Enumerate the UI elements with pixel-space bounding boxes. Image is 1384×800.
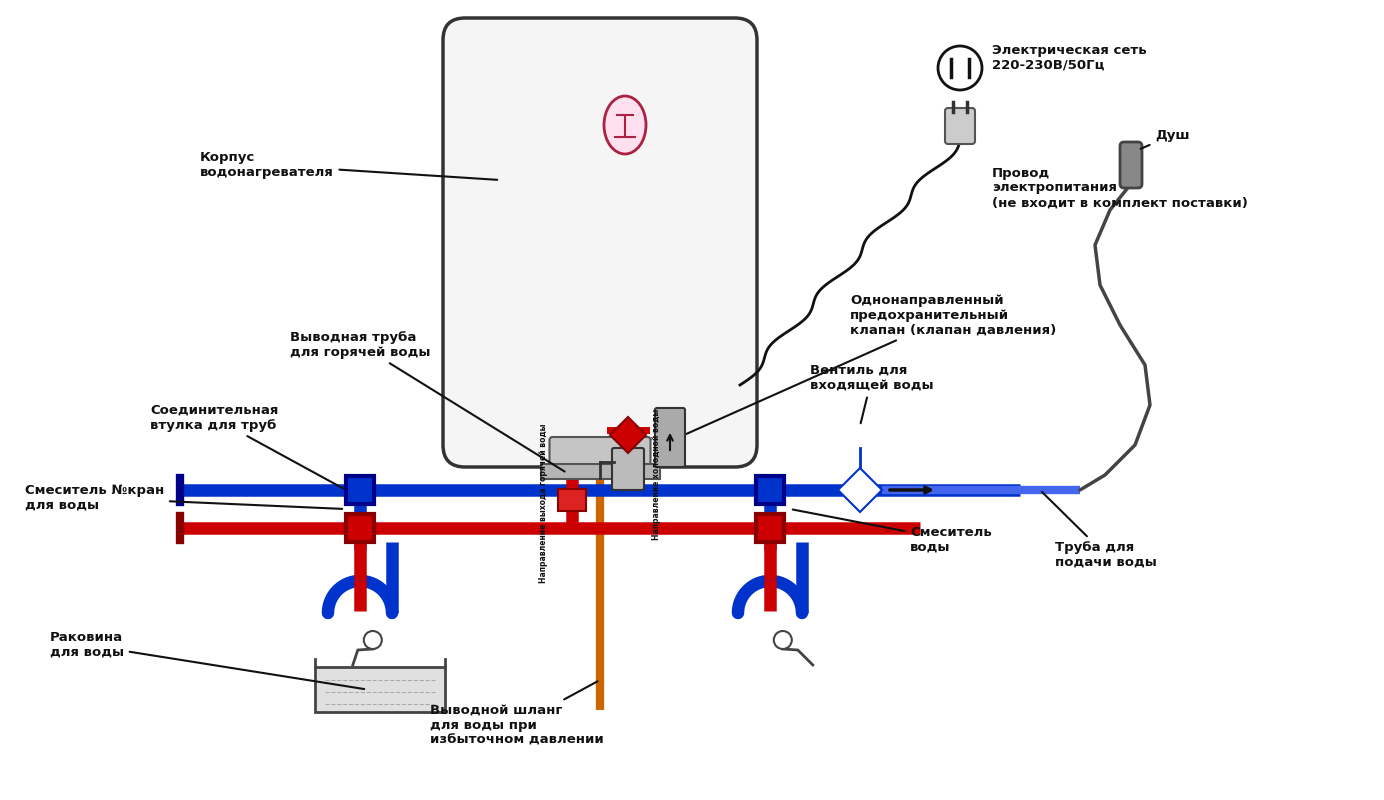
Text: Корпус
водонагревателя: Корпус водонагревателя xyxy=(201,151,497,180)
Bar xyxy=(346,514,374,542)
Text: Смеситель №кран
для воды: Смеситель №кран для воды xyxy=(25,484,342,512)
Bar xyxy=(756,514,783,542)
Bar xyxy=(614,451,642,473)
Polygon shape xyxy=(837,468,882,512)
Polygon shape xyxy=(610,417,646,453)
Circle shape xyxy=(364,631,382,649)
FancyBboxPatch shape xyxy=(945,108,974,144)
FancyBboxPatch shape xyxy=(612,448,644,490)
Bar xyxy=(346,476,374,504)
Bar xyxy=(558,489,585,511)
Ellipse shape xyxy=(603,96,646,154)
Text: Выводная труба
для горячей воды: Выводная труба для горячей воды xyxy=(291,331,565,471)
Circle shape xyxy=(938,46,983,90)
Text: Электрическая сеть
220-230В/50Гц: Электрическая сеть 220-230В/50Гц xyxy=(992,44,1146,72)
Text: Направление холодной воды: Направление холодной воды xyxy=(652,409,660,540)
FancyBboxPatch shape xyxy=(549,437,650,470)
Text: Выводной шланг
для воды при
избыточном давлении: Выводной шланг для воды при избыточном д… xyxy=(430,682,603,746)
Text: Раковина
для воды: Раковина для воды xyxy=(50,631,364,689)
Text: Однонаправленный
предохранительный
клапан (клапан давления): Однонаправленный предохранительный клапа… xyxy=(686,294,1056,434)
Bar xyxy=(316,667,446,712)
Circle shape xyxy=(774,631,792,649)
Text: Соединительная
втулка для труб: Соединительная втулка для труб xyxy=(149,404,343,489)
Bar xyxy=(541,464,660,479)
Text: Вентиль для
входящей воды: Вентиль для входящей воды xyxy=(810,364,934,423)
FancyBboxPatch shape xyxy=(1120,142,1142,188)
Bar xyxy=(756,476,783,504)
Text: Провод
электропитания
(не входит в комплект поставки): Провод электропитания (не входит в компл… xyxy=(992,166,1248,210)
Text: Направление выхода горячей воды: Направление выхода горячей воды xyxy=(540,424,548,583)
FancyBboxPatch shape xyxy=(443,18,757,467)
Text: Душ: Душ xyxy=(1140,129,1190,149)
FancyBboxPatch shape xyxy=(655,408,685,467)
Text: Труба для
подачи воды: Труба для подачи воды xyxy=(1042,492,1157,569)
Text: Смеситель
воды: Смеситель воды xyxy=(793,510,992,554)
